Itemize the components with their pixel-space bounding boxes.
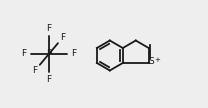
Text: F: F (60, 33, 66, 42)
Text: +: + (154, 57, 160, 63)
Text: F: F (46, 75, 51, 84)
Text: S: S (148, 57, 154, 66)
Text: F: F (46, 24, 51, 33)
Text: P: P (46, 49, 52, 59)
Text: F: F (32, 66, 37, 75)
Text: F: F (21, 49, 26, 59)
Text: F: F (71, 49, 77, 59)
